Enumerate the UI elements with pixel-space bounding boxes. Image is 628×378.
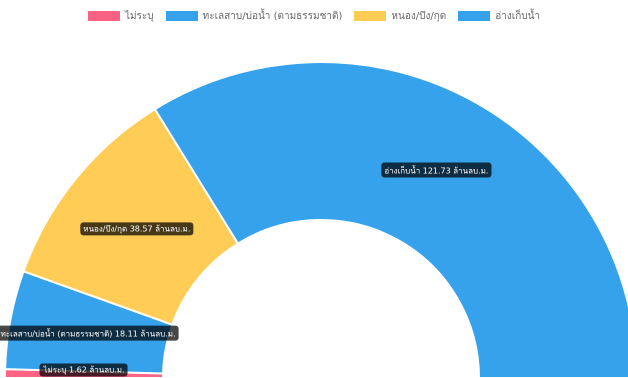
data-label-bg <box>80 222 194 236</box>
legend-item[interactable]: ทะเลสาบ/บ่อน้ำ (ตามธรรมชาติ) <box>165 9 343 24</box>
data-label: ไม่ระบุ 1.62 ล้านลบ.ม. <box>39 363 128 377</box>
data-label-bg <box>39 363 128 377</box>
legend-swatch <box>354 11 387 21</box>
data-label-text: หนอง/บึง/กุด 38.57 ล้านลบ.ม. <box>83 224 190 233</box>
slice-3[interactable] <box>153 61 628 378</box>
data-label: อ่างเก็บน้ำ 121.73 ล้านลบ.ม. <box>381 162 492 178</box>
legend-item[interactable]: ไม่ระบุ <box>87 9 154 24</box>
legend-swatch <box>87 11 120 21</box>
data-label-bg <box>0 325 179 341</box>
data-label-bg <box>381 162 492 178</box>
legend-label: อ่างเก็บน้ำ <box>495 10 541 22</box>
data-label-text: อ่างเก็บน้ำ 121.73 ล้านลบ.ม. <box>384 165 488 176</box>
chart-legend: ไม่ระบุ ทะเลสาบ/บ่อน้ำ (ตามธรรมชาติ) หนอง/… <box>0 6 628 26</box>
legend-item[interactable]: อ่างเก็บน้ำ <box>458 9 540 24</box>
data-label: หนอง/บึง/กุด 38.57 ล้านลบ.ม. <box>80 222 194 236</box>
data-label-text: ไม่ระบุ 1.62 ล้านลบ.ม. <box>42 366 124 375</box>
legend-swatch <box>165 11 198 21</box>
legend-item[interactable]: หนอง/บึง/กุด <box>354 9 446 24</box>
data-label: ทะเลสาบ/บ่อน้ำ (ตามธรรมชาติ) 18.11 ล้านล… <box>0 325 179 341</box>
legend-swatch <box>458 11 491 21</box>
legend-label: หนอง/บึง/กุด <box>391 10 447 22</box>
legend-label: ไม่ระบุ <box>124 10 154 22</box>
legend-label: ทะเลสาบ/บ่อน้ำ (ตามธรรมชาติ) <box>202 10 343 22</box>
data-label-text: ทะเลสาบ/บ่อน้ำ (ตามธรรมชาติ) 18.11 ล้านล… <box>1 328 176 339</box>
